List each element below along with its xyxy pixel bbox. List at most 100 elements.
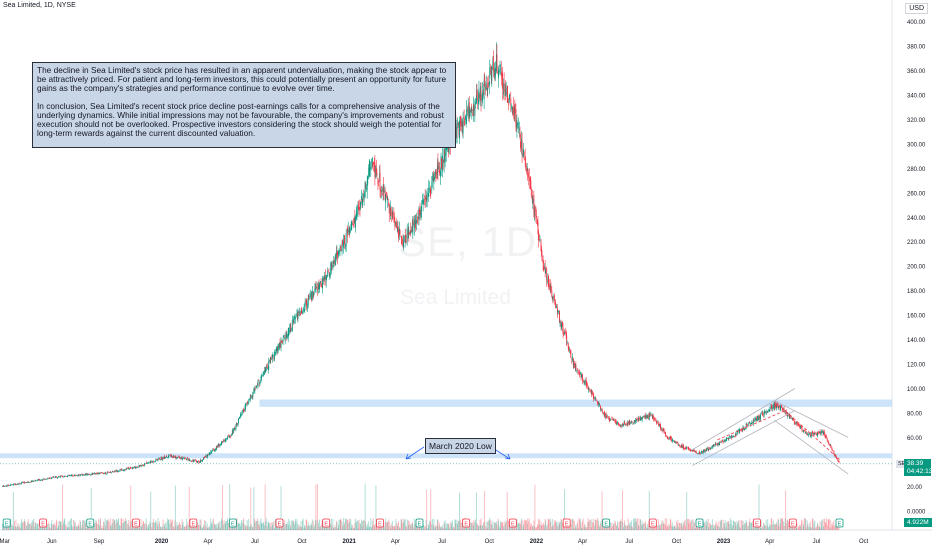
candle-body [675,441,677,444]
candle-body [61,475,63,477]
candle-body [629,421,631,424]
candle-body [759,415,761,419]
volume-bar [483,523,485,530]
volume-bar [354,522,356,530]
volume-bar [365,521,367,530]
volume-bar [637,518,639,530]
earnings-marker-box [753,518,761,528]
volume-bar [540,521,542,530]
candle-body [45,479,47,480]
candle-body [27,481,29,483]
candle-body [632,422,634,423]
volume-bar [765,525,767,530]
candle-body [826,438,828,441]
y-tick-label: 100.00 [907,387,926,393]
candle-body [588,390,590,391]
candle-body [618,422,619,425]
volume-bar [776,524,778,530]
y-tick-label: 380.00 [907,45,926,51]
volume-bar [498,520,499,530]
volume-bar [748,521,750,530]
candle-body [34,480,36,481]
candle-body [327,269,329,272]
volume-bar [533,520,535,530]
candle-body [470,106,472,112]
candle-body [237,423,239,426]
volume-bar [7,526,9,530]
watermark-name: Sea Limited [400,286,511,309]
candle-body [281,340,282,343]
volume-bar [741,520,743,530]
candle-body [192,459,194,462]
volume-bar [575,527,577,530]
volume-bar [541,525,543,530]
candle-body [637,418,639,422]
candle-body [307,297,309,306]
volume-bar [286,523,288,530]
candle-body [832,450,834,452]
volume-bar [95,521,97,530]
volume-bar [620,519,622,530]
candle-body [60,476,61,478]
volume-bar [228,522,230,530]
volume-bar [293,524,295,530]
candle-body [230,436,232,437]
candle-body [753,420,755,422]
volume-bar [366,527,368,530]
candle-body [598,402,599,405]
volume-bar [342,525,344,530]
volume-bar [273,527,275,530]
volume-bar [688,523,690,530]
currency-button[interactable]: USD [905,3,928,14]
candle-body [126,468,128,469]
candle-body [368,167,370,178]
candle-body [199,461,201,463]
candle-body [602,413,604,414]
candle-body [677,442,678,444]
candle-body [361,196,362,200]
volume-bar [188,486,190,530]
volume-bar [805,518,807,530]
candle-body [659,423,661,425]
candle-body [192,460,194,461]
volume-bar [168,519,170,530]
candle-body [534,206,536,212]
volume-bar [668,525,670,530]
volume-bar [150,491,152,530]
volume-bar [688,519,690,530]
earnings-marker-letter: E [838,522,842,528]
volume-bar [31,525,33,530]
candle-body [487,87,489,90]
candle-body [274,352,276,354]
volume-bar [810,527,812,530]
candle-body [114,470,116,472]
candle-body [647,416,649,418]
candle-body [544,266,546,270]
candle-body [638,417,639,421]
candle-body [551,291,553,298]
candle-body [363,193,365,200]
candle-body [240,413,241,417]
candle-body [809,432,811,436]
volume-bar [243,518,245,530]
volume-bar [767,519,769,530]
volume-bar [497,518,499,530]
candle-body [352,224,354,225]
candle-body [665,433,667,436]
volume-bar [108,519,110,530]
earnings-marker: E [39,518,47,528]
candle-body [559,322,561,324]
volume-bar [427,525,429,530]
candle-body [736,432,738,436]
volume-bar [821,521,823,530]
candle-body [353,217,355,224]
volume-bar [835,526,837,530]
volume-bar [500,521,501,530]
volume-bar [62,484,64,530]
candle-body [146,463,148,464]
candle-body [498,70,499,78]
volume-bar [618,527,619,530]
volume-bar [345,518,347,530]
volume-bar [763,522,765,530]
